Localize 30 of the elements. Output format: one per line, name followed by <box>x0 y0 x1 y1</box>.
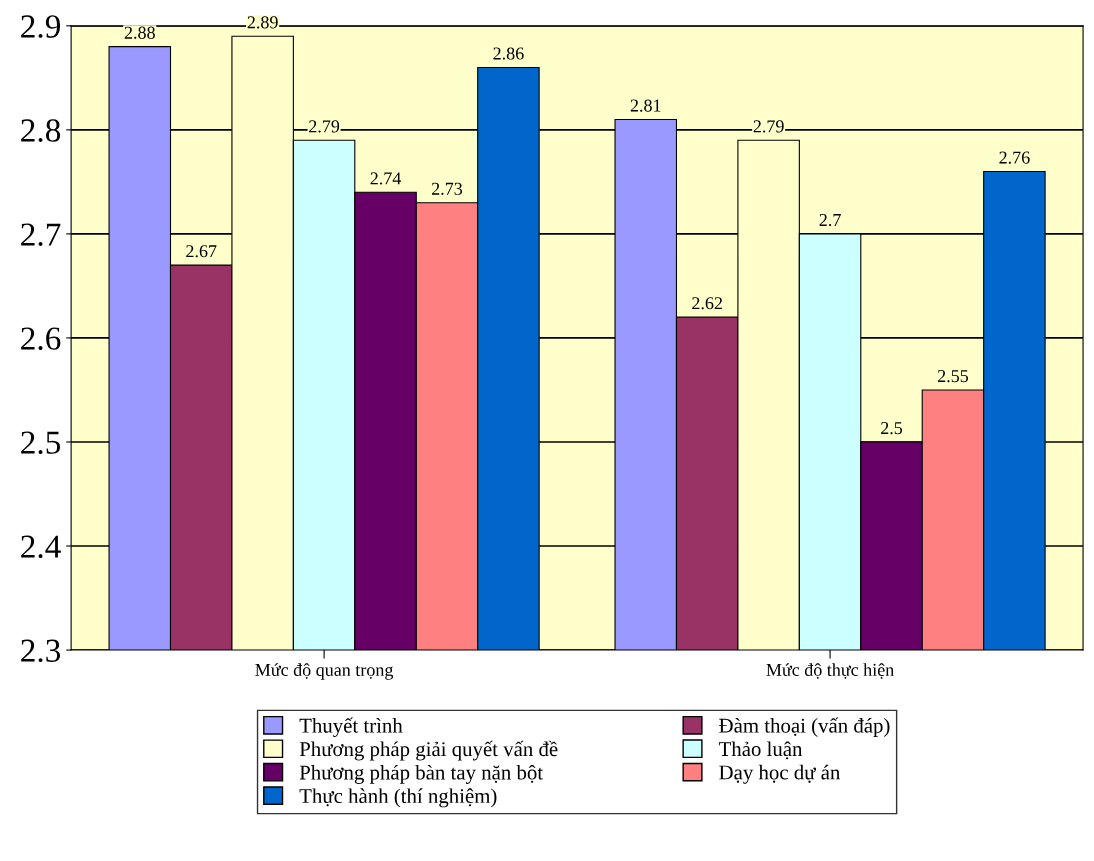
y-tick-label: 2.9 <box>21 15 61 38</box>
data-label: 2.79 <box>753 120 784 133</box>
data-label: 2.81 <box>630 99 661 112</box>
legend-label: Thuyết trình <box>299 717 403 737</box>
legend-label: Phương pháp giải quyết vấn đề <box>299 740 558 761</box>
data-label: 2.86 <box>493 47 524 60</box>
x-tick-label: Mức độ quan trọng <box>255 663 394 680</box>
y-tick-label: 2.3 <box>21 639 61 663</box>
y-tick-label: 2.5 <box>21 431 61 455</box>
data-label: 2.67 <box>186 245 217 258</box>
y-tick-label: 2.7 <box>21 223 61 246</box>
legend-label: Thực hành (thí nghiệm) <box>299 788 497 808</box>
data-label: 2.73 <box>431 182 463 195</box>
data-label: 2.55 <box>937 369 969 383</box>
legend-label: Phương pháp bàn tay nặn bột <box>299 764 543 784</box>
data-label: 2.7 <box>819 213 841 227</box>
data-label: 2.79 <box>309 120 340 133</box>
y-tick-label: 2.6 <box>21 327 61 350</box>
y-tick-label: 2.8 <box>21 119 61 142</box>
y-tick-label: 2.4 <box>21 535 61 559</box>
data-label: 2.89 <box>247 16 278 29</box>
data-label: 2.76 <box>999 151 1030 164</box>
legend-label: Dạy học dự án <box>719 764 841 784</box>
data-label: 2.5 <box>881 422 903 435</box>
data-label: 2.74 <box>370 172 402 185</box>
data-label: 2.62 <box>692 297 722 310</box>
x-tick-label: Mức độ thực hiện <box>766 663 894 679</box>
legend-label: Đàm thoại (vấn đáp) <box>719 717 890 737</box>
legend-label: Thảo luận <box>718 741 803 760</box>
data-label: 2.88 <box>124 26 155 39</box>
